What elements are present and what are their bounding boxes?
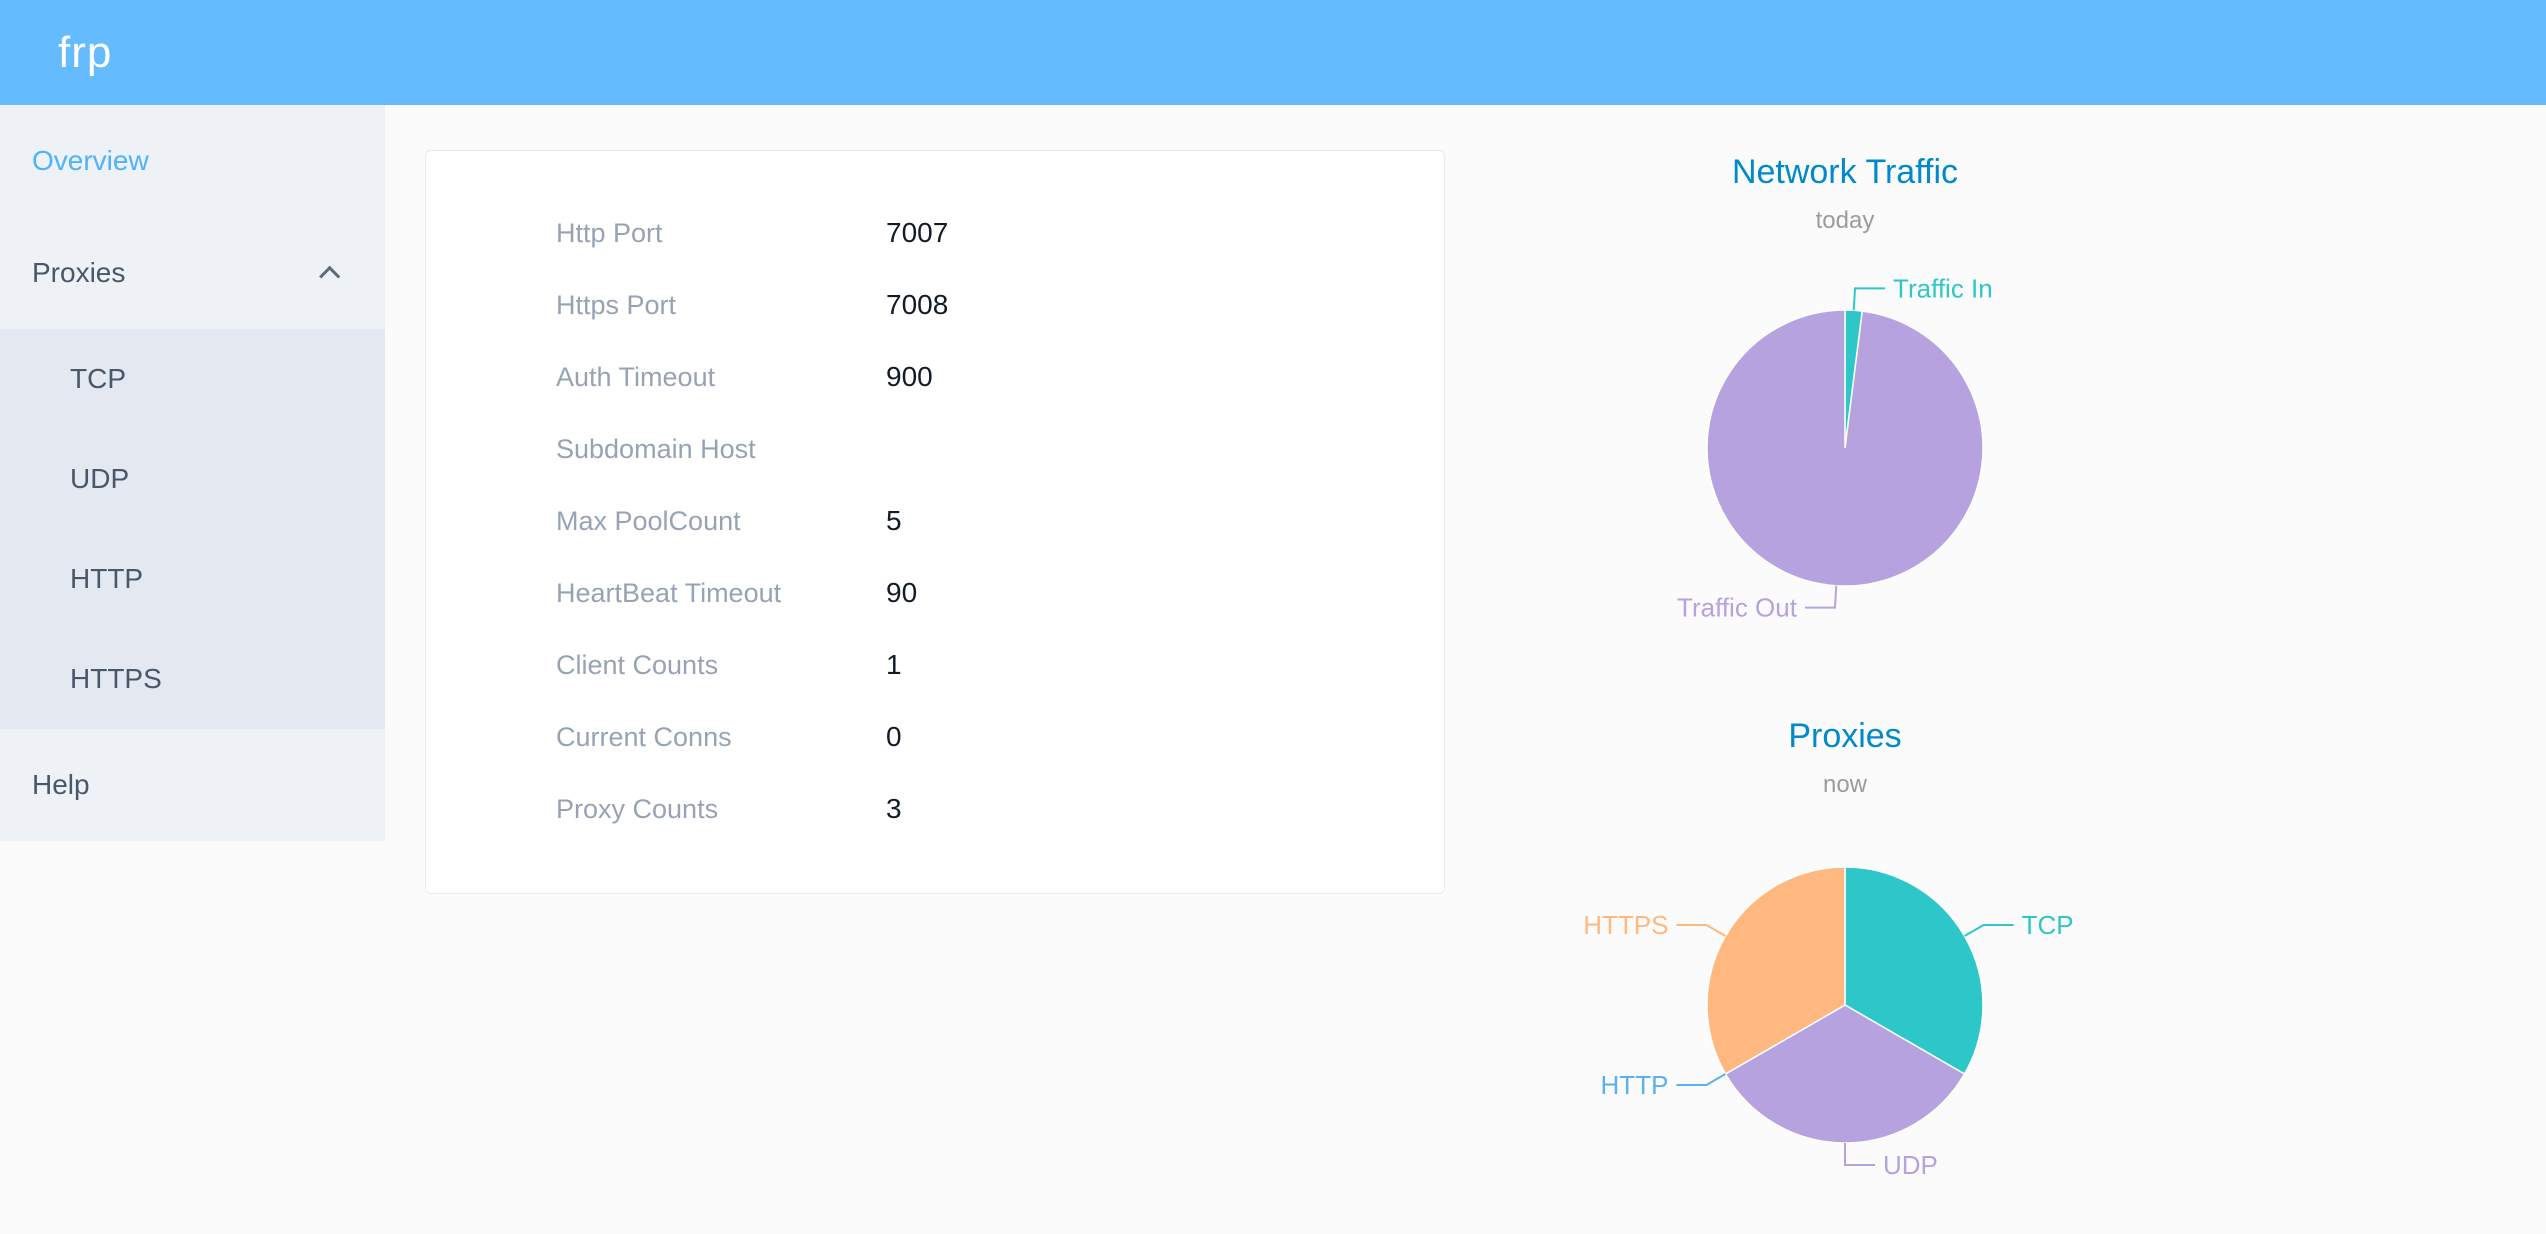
sidebar-item-label: HTTP — [70, 563, 144, 594]
info-label: Subdomain Host — [556, 433, 756, 464]
charts-panel: Network Traffic today Traffic In Traffic … — [1445, 105, 2245, 1234]
pie-label-https: HTTPS — [1583, 910, 1668, 940]
pie-label-line-tcp — [1964, 924, 2014, 937]
info-row-heartbeat-timeout: HeartBeat Timeout 90 — [426, 557, 1444, 629]
info-label: Client Counts — [556, 649, 719, 680]
info-label: Proxy Counts — [556, 793, 719, 824]
info-row-proxy-counts: Proxy Counts 3 — [426, 773, 1444, 845]
info-value: 0 — [886, 721, 902, 752]
pie-label-line-http — [1676, 1073, 1726, 1086]
info-label: Http Port — [556, 217, 663, 248]
proxies-title: Proxies — [1788, 717, 1902, 755]
pie-label-udp: UDP — [1883, 1150, 1938, 1180]
pie-label-http: HTTP — [1601, 1070, 1669, 1100]
network-traffic-pie: Traffic In Traffic Out — [1677, 273, 1993, 623]
pie-label-line-traffic-out — [1804, 585, 1838, 609]
info-label: Max PoolCount — [556, 505, 741, 536]
pie-label-traffic-in: Traffic In — [1893, 273, 1993, 303]
sidebar-item-help[interactable]: Help — [0, 729, 385, 841]
sidebar-item-tcp[interactable]: TCP — [0, 329, 385, 429]
pie-label-tcp: TCP — [2022, 910, 2074, 940]
app-header: frp — [0, 0, 2546, 105]
frp-logo: frp — [58, 27, 113, 77]
sidebar-item-http[interactable]: HTTP — [0, 529, 385, 629]
proxies-pie: TCP UDP HTTP HTTPS — [1583, 866, 2074, 1180]
chevron-up-icon — [319, 265, 341, 287]
proxies-subtitle: now — [1822, 771, 1868, 798]
sidebar-item-label: UDP — [70, 463, 130, 494]
sidebar-item-label: Help — [32, 769, 90, 800]
info-row-http-port: Http Port 7007 — [426, 197, 1444, 269]
info-value: 5 — [886, 505, 902, 536]
sidebar-item-label: TCP — [70, 363, 126, 394]
pie-label-line-https — [1676, 924, 1726, 937]
network-traffic-title: Network Traffic — [1731, 153, 1959, 191]
info-value: 90 — [886, 577, 918, 608]
info-label: Current Conns — [556, 721, 732, 752]
info-label: Auth Timeout — [556, 361, 716, 392]
network-traffic-subtitle: today — [1815, 207, 1875, 234]
info-label: Https Port — [556, 289, 677, 320]
sidebar-item-label: Proxies — [32, 257, 126, 288]
info-row-auth-timeout: Auth Timeout 900 — [426, 341, 1444, 413]
pie-label-traffic-out: Traffic Out — [1677, 593, 1798, 623]
info-value: 1 — [886, 649, 902, 680]
server-info-card: Http Port 7007 Https Port 7008 Auth Time… — [425, 150, 1445, 894]
info-value: 7007 — [886, 217, 949, 248]
info-row-https-port: Https Port 7008 — [426, 269, 1444, 341]
info-label: HeartBeat Timeout — [556, 577, 782, 608]
sidebar-item-overview[interactable]: Overview — [0, 105, 385, 217]
sidebar-item-label: Overview — [32, 145, 149, 176]
info-row-current-conns: Current Conns 0 — [426, 701, 1444, 773]
pie-label-line-udp — [1844, 1143, 1875, 1166]
info-value: 3 — [886, 793, 902, 824]
sidebar-item-label: HTTPS — [70, 663, 162, 694]
info-value: 900 — [886, 361, 933, 392]
sidebar-item-https[interactable]: HTTPS — [0, 629, 385, 729]
pie-slice-traffic-out[interactable] — [1706, 309, 1984, 587]
sidebar-item-udp[interactable]: UDP — [0, 429, 385, 529]
info-row-subdomain-host: Subdomain Host — [426, 413, 1444, 485]
info-row-client-counts: Client Counts 1 — [426, 629, 1444, 701]
info-value: 7008 — [886, 289, 949, 320]
sidebar: Overview Proxies TCP UDP HTTP HTTPS Help — [0, 105, 385, 841]
pie-label-line-traffic-in — [1852, 287, 1886, 311]
sidebar-item-proxies[interactable]: Proxies — [0, 217, 385, 329]
sidebar-submenu-proxies: TCP UDP HTTP HTTPS — [0, 329, 385, 729]
info-row-max-poolcount: Max PoolCount 5 — [426, 485, 1444, 557]
